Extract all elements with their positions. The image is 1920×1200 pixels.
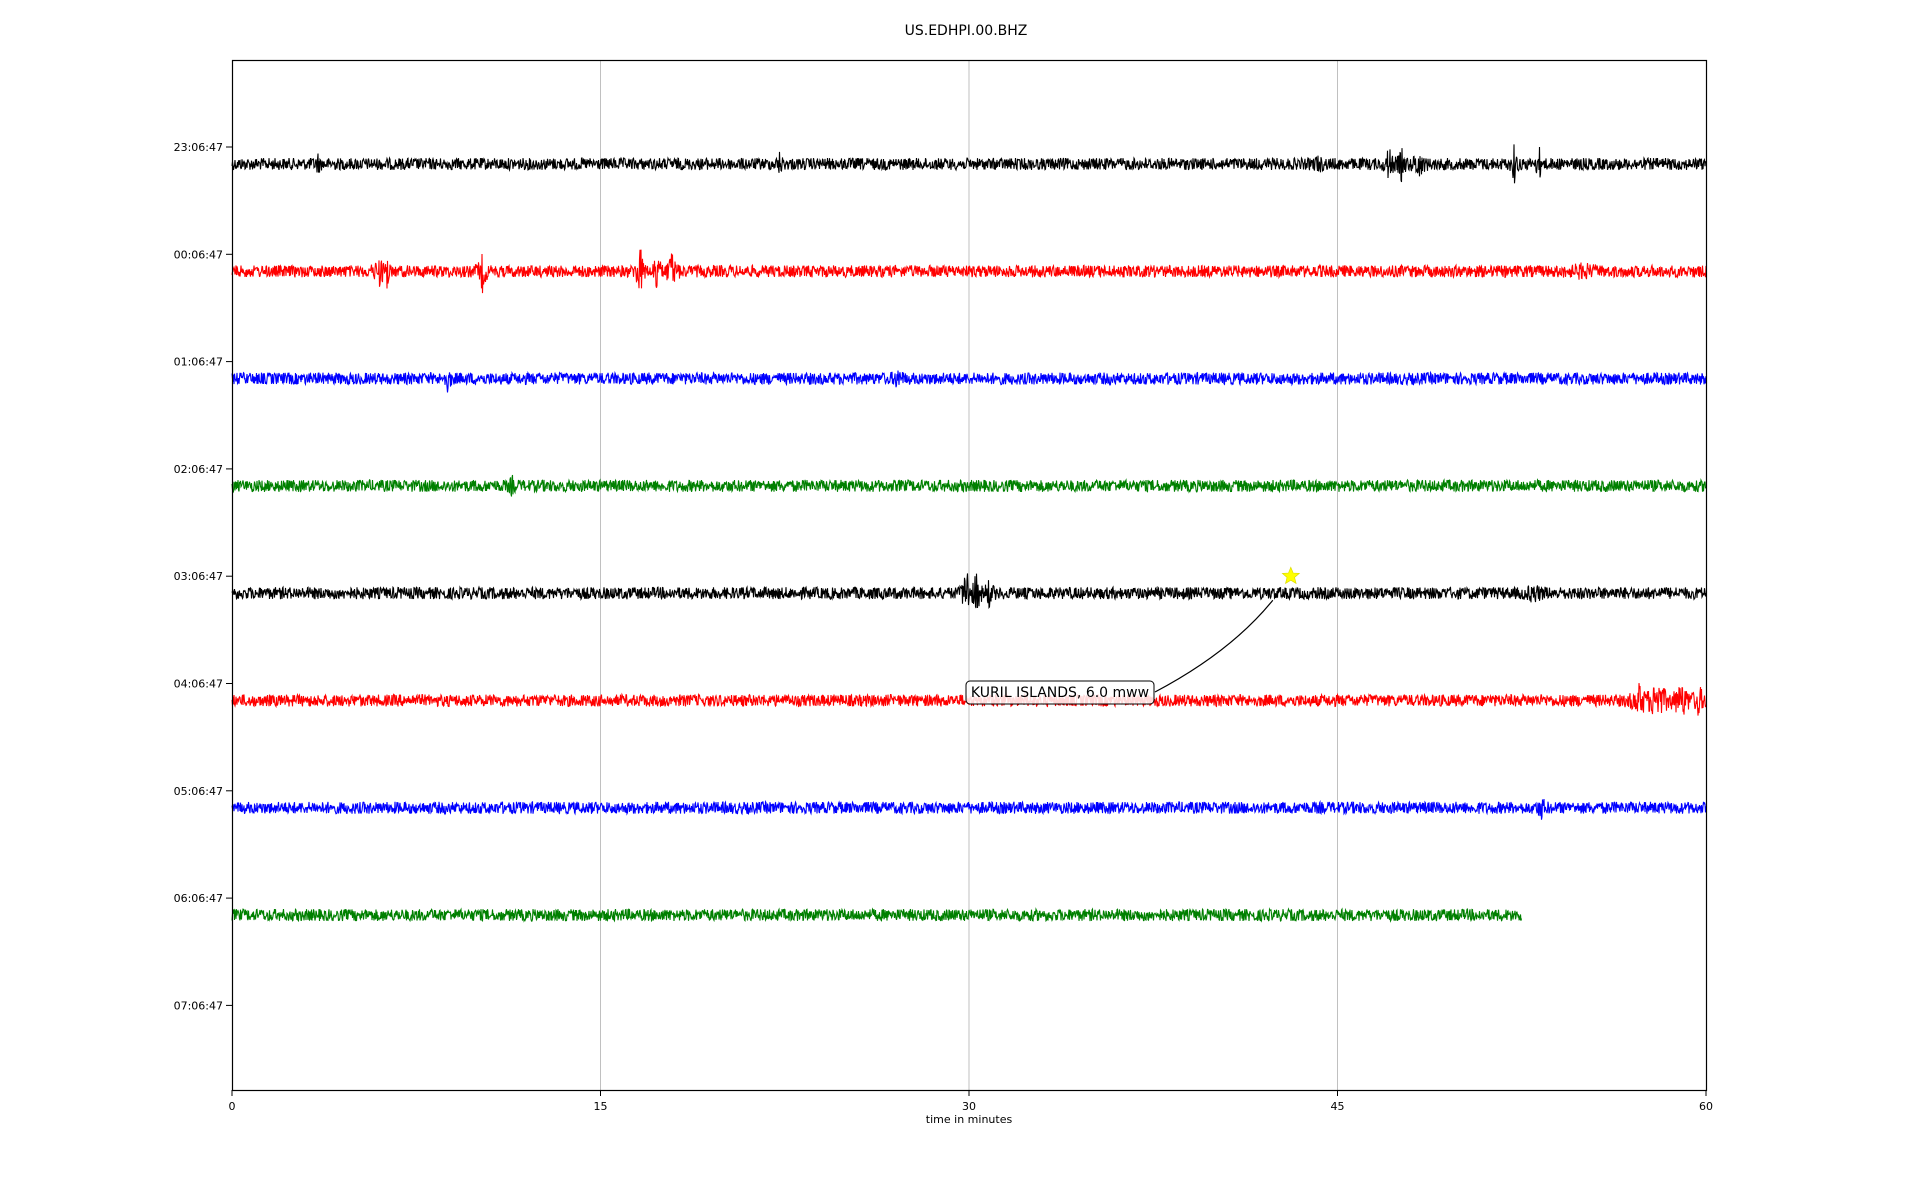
traces [231,144,1707,923]
trace-row-0 [231,144,1707,184]
annotation-connector [1154,599,1274,693]
y-tick-label: 23:06:47 [174,141,223,154]
x-tick-label: 30 [962,1100,976,1113]
y-tick-label: 02:06:47 [174,463,223,476]
x-tick-label: 60 [1699,1100,1713,1113]
event-star-marker [1281,566,1301,585]
y-tick-label: 03:06:47 [174,570,223,583]
plot-frame [231,59,1708,1092]
trace-row-4 [231,573,1707,609]
grid-lines [600,60,1338,1090]
trace-row-3 [231,474,1707,497]
annotation-box [965,680,1155,705]
x-tick-label: 0 [229,1100,236,1113]
trace-row-7 [231,907,1523,923]
trace-row-2 [231,370,1707,393]
y-tick-label: 04:06:47 [174,678,223,691]
annotation-label: KURIL ISLANDS, 6.0 mww [971,685,1149,701]
y-tick-label: 00:06:47 [174,248,223,261]
trace-row-5 [231,683,1707,716]
y-tick-label: 01:06:47 [174,356,223,369]
y-tick-label: 06:06:47 [174,892,223,905]
y-tick-label: 07:06:47 [174,999,223,1012]
x-tick-label: 45 [1331,1100,1345,1113]
y-axis: 23:06:47 00:06:47 01:06:47 02:06:47 03:06:47… [174,141,232,1012]
x-axis-label: time in minutes [926,1113,1013,1126]
x-axis: 0 15 30 45 60 [229,1090,1713,1113]
trace-row-1 [231,249,1707,294]
trace-row-6 [231,798,1707,820]
chart-title: US.EDHPI.00.BHZ [905,23,1028,39]
y-tick-label: 05:06:47 [174,785,223,798]
x-tick-label: 15 [594,1100,608,1113]
event-annotation: KURIL ISLANDS, 6.0 mww [965,566,1301,705]
